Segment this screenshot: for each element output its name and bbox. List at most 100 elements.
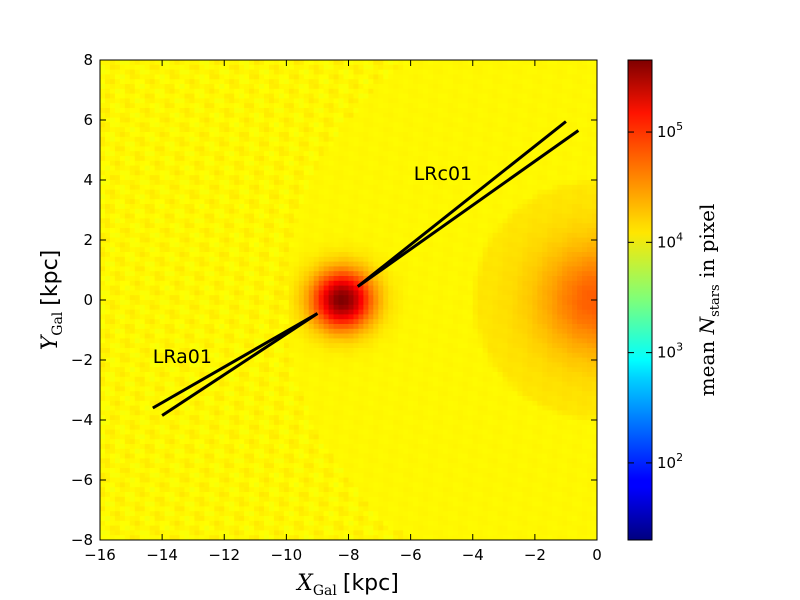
heatmap-cell [144, 424, 151, 431]
heatmap-cell [278, 511, 285, 517]
heatmap-cell [313, 184, 320, 191]
heatmap-cell [154, 328, 161, 335]
heatmap-cell [259, 405, 265, 411]
heatmap-cell [273, 261, 280, 267]
heatmap-cell [174, 189, 181, 195]
heatmap-cell [129, 276, 136, 282]
heatmap-cell [209, 468, 215, 474]
heatmap-cell [264, 463, 270, 469]
heatmap-cell [298, 223, 305, 229]
heatmap-cell [134, 276, 141, 282]
heatmap-cell [323, 487, 330, 493]
heatmap-cell [179, 343, 186, 349]
heatmap-cell [313, 516, 320, 522]
heatmap-cell [268, 223, 275, 229]
heatmap-cell [214, 348, 220, 354]
heatmap-cell [109, 199, 116, 205]
heatmap-cell [164, 501, 171, 507]
heatmap-cell [303, 261, 310, 267]
heatmap-cell [343, 93, 350, 99]
heatmap-cell [273, 189, 280, 195]
heatmap-cell [214, 405, 220, 411]
heatmap-cell [338, 64, 345, 71]
heatmap-cell [194, 79, 200, 85]
heatmap-cell [328, 208, 335, 215]
heatmap-cell [278, 141, 285, 147]
heatmap-cell [323, 170, 330, 176]
heatmap-cell [268, 175, 275, 181]
heatmap-cell [184, 247, 191, 253]
heatmap-cell [139, 444, 146, 450]
heatmap-cell [303, 276, 310, 282]
heatmap-cell [184, 184, 191, 191]
heatmap-cell [234, 132, 240, 138]
heatmap-cell [154, 487, 161, 493]
heatmap-cell [104, 204, 111, 210]
heatmap-cell [174, 396, 181, 402]
heatmap-cell [308, 453, 315, 459]
heatmap-cell [268, 348, 275, 354]
heatmap-cell [283, 453, 290, 459]
heatmap-cell [164, 516, 171, 522]
heatmap-cell [313, 156, 320, 162]
heatmap-cell [244, 463, 250, 469]
heatmap-cell [229, 333, 235, 339]
heatmap-cell [229, 271, 235, 277]
heatmap-cell [139, 300, 146, 306]
heatmap-cell [244, 170, 250, 176]
heatmap-cell [209, 208, 215, 215]
heatmap-cell [328, 304, 335, 311]
heatmap-cell [249, 84, 255, 90]
heatmap-cell [273, 132, 280, 138]
heatmap-cell [283, 103, 290, 109]
heatmap-cell [303, 151, 310, 157]
heatmap-cell [244, 511, 250, 517]
heatmap-cell [100, 180, 106, 186]
heatmap-cell [134, 204, 141, 210]
heatmap-cell [124, 256, 131, 263]
heatmap-cell [234, 204, 240, 210]
heatmap-cell [114, 410, 121, 416]
heatmap-cell [219, 132, 225, 138]
heatmap-cell [114, 194, 121, 200]
heatmap-cell [164, 228, 171, 234]
heatmap-cell [249, 424, 255, 431]
heatmap-cell [114, 93, 121, 99]
heatmap-cell [229, 290, 235, 296]
heatmap-cell [119, 151, 126, 157]
heatmap-cell [259, 319, 265, 325]
heatmap-cell [139, 448, 146, 455]
heatmap-cell [283, 117, 290, 123]
heatmap-cell [144, 213, 151, 219]
heatmap-cell [298, 88, 305, 95]
heatmap-cell [199, 338, 205, 344]
heatmap-cell [323, 132, 330, 138]
heatmap-cell [134, 487, 141, 493]
heatmap-cell [224, 242, 230, 248]
heatmap-cell [119, 122, 126, 128]
heatmap-cell [323, 204, 330, 210]
heatmap-cell [224, 132, 230, 138]
heatmap-cell [308, 458, 315, 464]
heatmap-cell [194, 261, 200, 267]
heatmap-cell [313, 108, 320, 114]
heatmap-cell [298, 266, 305, 272]
heatmap-cell [184, 477, 191, 483]
heatmap-cell [199, 319, 205, 325]
heatmap-cell [293, 372, 300, 378]
heatmap-cell [149, 280, 156, 287]
heatmap-cell [164, 151, 171, 157]
heatmap-cell [119, 477, 126, 483]
heatmap-cell [169, 103, 176, 109]
heatmap-cell [259, 223, 265, 229]
heatmap-cell [129, 319, 136, 325]
heatmap-cell [273, 487, 280, 493]
heatmap-cell [278, 136, 285, 143]
heatmap-cell [124, 309, 131, 315]
heatmap-cell [100, 228, 106, 234]
heatmap-cell [209, 160, 215, 167]
heatmap-cell [129, 261, 136, 267]
heatmap-cell [229, 108, 235, 114]
heatmap-cell [109, 448, 116, 455]
heatmap-cell [100, 103, 106, 109]
